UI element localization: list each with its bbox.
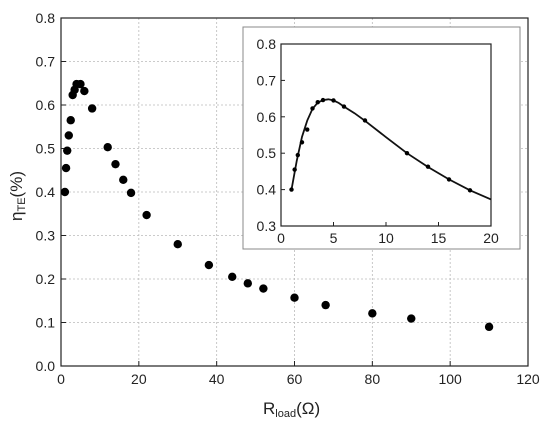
inset-data-point	[299, 140, 305, 145]
main-data-point	[80, 86, 89, 96]
inset-data-point	[289, 187, 294, 192]
inset-data-point	[292, 167, 297, 172]
inset-data-point	[331, 98, 336, 103]
y-axis-label: ηTE(%)	[7, 171, 28, 221]
main-x-tick-label: 20	[131, 371, 147, 387]
inset-data-point	[320, 97, 326, 103]
inset-box	[242, 26, 521, 250]
inset-x-tick-label: 10	[378, 230, 394, 246]
main-data-point	[173, 240, 182, 249]
main-data-point	[228, 272, 237, 282]
main-y-tick-label: 0.6	[36, 97, 56, 113]
main-x-tick-label: 60	[287, 371, 303, 387]
inset-data-point	[341, 104, 347, 109]
inset-data-points	[289, 97, 473, 193]
main-y-tick-label: 0.4	[36, 184, 56, 200]
inset-chart: 0 5 10 15 20 0.3 0.4 0.5 0.6 0.7 0.8	[242, 26, 521, 250]
main-y-tick-label: 0.1	[36, 315, 56, 331]
inset-data-point	[446, 177, 452, 182]
main-data-point	[243, 279, 252, 288]
main-x-tick-label: 120	[516, 371, 540, 387]
main-y-tick-label: 0.0	[36, 358, 56, 374]
inset-data-point	[362, 118, 368, 123]
main-x-tick-label: 100	[438, 371, 462, 387]
main-data-point	[484, 322, 494, 332]
main-x-tick-label: 0	[57, 371, 65, 387]
inset-y-tick-label: 0.8	[257, 36, 277, 52]
main-x-tick-label: 80	[365, 371, 381, 387]
main-data-point	[61, 163, 71, 173]
inset-x-tick-label: 15	[431, 230, 447, 246]
inset-y-tick-label: 0.3	[257, 218, 277, 234]
x-axis-label: Rload(Ω)	[263, 399, 320, 420]
main-y-tick-label: 0.2	[36, 271, 56, 287]
main-data-point	[76, 79, 85, 89]
main-x-tick-label: 40	[209, 371, 225, 387]
main-data-point	[119, 175, 128, 185]
main-data-point	[204, 260, 214, 270]
inset-axis-ticks: 0 5 10 15 20 0.3 0.4 0.5 0.6 0.7 0.8	[257, 36, 499, 246]
main-data-point	[64, 131, 73, 140]
inset-data-point	[315, 100, 320, 105]
main-data-point	[66, 116, 75, 125]
inset-data-point	[310, 106, 315, 111]
inset-y-tick-label: 0.7	[257, 72, 277, 88]
inset-data-point	[404, 151, 410, 156]
inset-y-tick-label: 0.5	[257, 145, 277, 161]
inset-y-tick-label: 0.6	[257, 109, 277, 125]
inset-data-point	[425, 164, 431, 169]
main-data-point	[142, 210, 151, 220]
main-data-point	[63, 146, 72, 155]
main-y-tick-label: 0.5	[36, 141, 56, 157]
inset-x-tick-label: 5	[330, 230, 338, 246]
main-data-point	[259, 284, 268, 293]
main-data-point	[103, 142, 112, 152]
main-data-point	[87, 104, 97, 113]
main-data-point	[368, 309, 377, 318]
inset-x-tick-label: 20	[483, 230, 499, 246]
main-y-tick-label: 0.3	[36, 228, 56, 244]
main-data-point	[111, 159, 120, 169]
main-y-tick-label: 0.8	[36, 10, 56, 26]
main-data-point	[60, 187, 70, 197]
inset-data-point	[467, 188, 473, 193]
inset-x-tick-label: 0	[277, 230, 285, 246]
main-data-point	[407, 314, 416, 323]
main-data-point	[290, 293, 299, 302]
main-data-point	[126, 188, 136, 198]
main-data-point	[321, 300, 330, 310]
main-axis-ticks: 0 20 40 60 80 100 1200.00.10.20.30.40.50.60.70…	[36, 10, 540, 387]
inset-y-tick-label: 0.4	[257, 182, 277, 198]
main-y-tick-label: 0.7	[36, 54, 56, 70]
inset-data-point	[295, 152, 300, 158]
main-data-points	[60, 79, 494, 332]
inset-data-point	[305, 127, 310, 132]
